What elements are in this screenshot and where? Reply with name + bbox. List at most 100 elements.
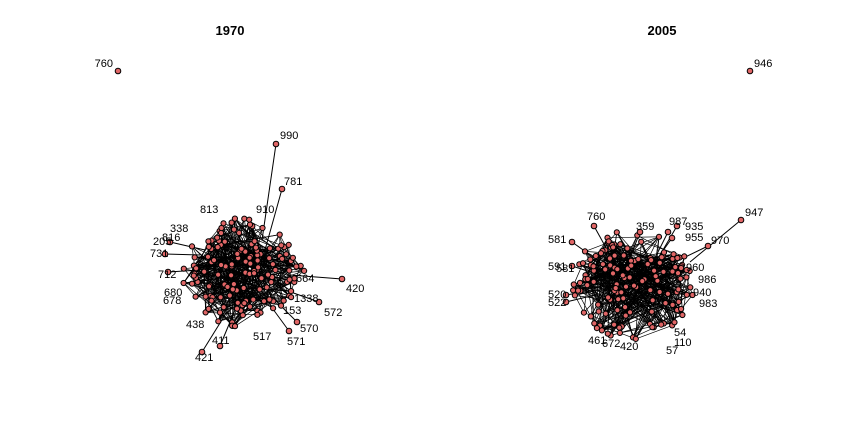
network-edge xyxy=(249,224,279,249)
node-label: 522 xyxy=(548,297,566,309)
network-node xyxy=(590,278,597,285)
network-node xyxy=(616,329,624,336)
network-node xyxy=(595,308,602,315)
network-node xyxy=(581,248,589,255)
network-node xyxy=(229,286,236,293)
network-node xyxy=(240,284,247,292)
network-node xyxy=(255,264,262,271)
network-node xyxy=(272,140,280,148)
network-node xyxy=(576,279,584,286)
network-node xyxy=(615,296,622,303)
network-edge xyxy=(617,276,687,311)
network-edge xyxy=(218,300,274,322)
network-node xyxy=(268,279,275,286)
network-node xyxy=(632,335,639,342)
network-node xyxy=(278,302,285,309)
node-label: 411 xyxy=(212,335,230,347)
network-node xyxy=(675,298,682,305)
network-node xyxy=(592,252,599,260)
network-node xyxy=(193,265,200,272)
network-node xyxy=(231,215,238,222)
node-label: 960 xyxy=(686,262,704,274)
network-node xyxy=(228,219,235,226)
network-node xyxy=(683,291,690,298)
node-label: 990 xyxy=(280,130,298,142)
network-node xyxy=(616,324,623,331)
network-node xyxy=(215,318,222,325)
network-node xyxy=(234,299,241,306)
network-node xyxy=(658,321,665,328)
network-node xyxy=(280,297,287,304)
network-node xyxy=(285,327,293,335)
network-edge xyxy=(220,232,258,256)
panel-title-1970: 1970 xyxy=(216,23,245,38)
network-edge xyxy=(644,279,673,326)
network-node xyxy=(289,254,296,261)
network-edge xyxy=(219,309,236,347)
network-edge xyxy=(263,260,292,302)
network-node xyxy=(620,295,627,302)
network-node xyxy=(180,279,187,287)
network-edge xyxy=(587,278,675,323)
network-node xyxy=(278,185,286,193)
network-node xyxy=(678,264,685,272)
network-edge xyxy=(264,188,283,251)
node-label: 983 xyxy=(699,298,717,310)
network-node xyxy=(606,255,614,262)
network-edge xyxy=(234,301,274,327)
network-edge xyxy=(211,240,297,267)
panel-1970: 1970 99078142057257057141142171273120581… xyxy=(95,23,365,364)
network-node xyxy=(584,275,591,283)
node-label: 57 xyxy=(666,345,678,357)
network-node xyxy=(675,286,682,293)
network-node xyxy=(230,281,237,288)
node-label: 571 xyxy=(287,336,305,348)
node-label: 461 xyxy=(588,335,606,347)
network-node xyxy=(658,254,665,261)
isolate-node xyxy=(746,67,754,75)
network-node xyxy=(618,289,625,296)
network-edge xyxy=(609,258,677,293)
network-node xyxy=(266,245,273,252)
network-edge xyxy=(267,258,283,275)
network-node xyxy=(579,260,587,267)
network-node xyxy=(624,245,631,252)
network-node xyxy=(602,266,609,273)
network-edge xyxy=(574,295,585,313)
network-node xyxy=(236,229,243,236)
node-label: 205 xyxy=(153,236,171,248)
network-node xyxy=(288,294,295,301)
network-node xyxy=(283,251,290,258)
network-node xyxy=(575,287,582,294)
network-node xyxy=(649,297,656,304)
network-node xyxy=(656,288,663,296)
network-edge xyxy=(205,296,219,322)
network-node xyxy=(648,257,655,264)
node-label: 517 xyxy=(253,331,271,343)
network-node xyxy=(656,259,663,266)
network-node xyxy=(301,267,308,274)
node-label: 987 xyxy=(669,216,687,228)
network-node xyxy=(216,309,224,316)
node-label: 338 xyxy=(170,223,188,235)
network-node xyxy=(660,249,668,256)
network-edge xyxy=(197,246,285,283)
network-node xyxy=(670,251,677,258)
network-node xyxy=(286,267,293,274)
network-node xyxy=(655,233,663,240)
network-node xyxy=(638,238,645,245)
node-label: 420 xyxy=(346,283,364,295)
network-node xyxy=(580,309,588,316)
node-label: 570 xyxy=(300,323,318,335)
network-node xyxy=(190,272,197,279)
network-node xyxy=(241,215,248,222)
network-node xyxy=(671,319,678,326)
node-label: 572 xyxy=(324,307,342,319)
node-label: 678 xyxy=(163,295,181,307)
network-edge xyxy=(661,257,683,316)
network-edge xyxy=(234,267,259,327)
network-edge xyxy=(203,271,206,313)
nodes-2005 xyxy=(562,67,754,342)
network-edge xyxy=(565,294,596,303)
network-node xyxy=(188,243,196,250)
